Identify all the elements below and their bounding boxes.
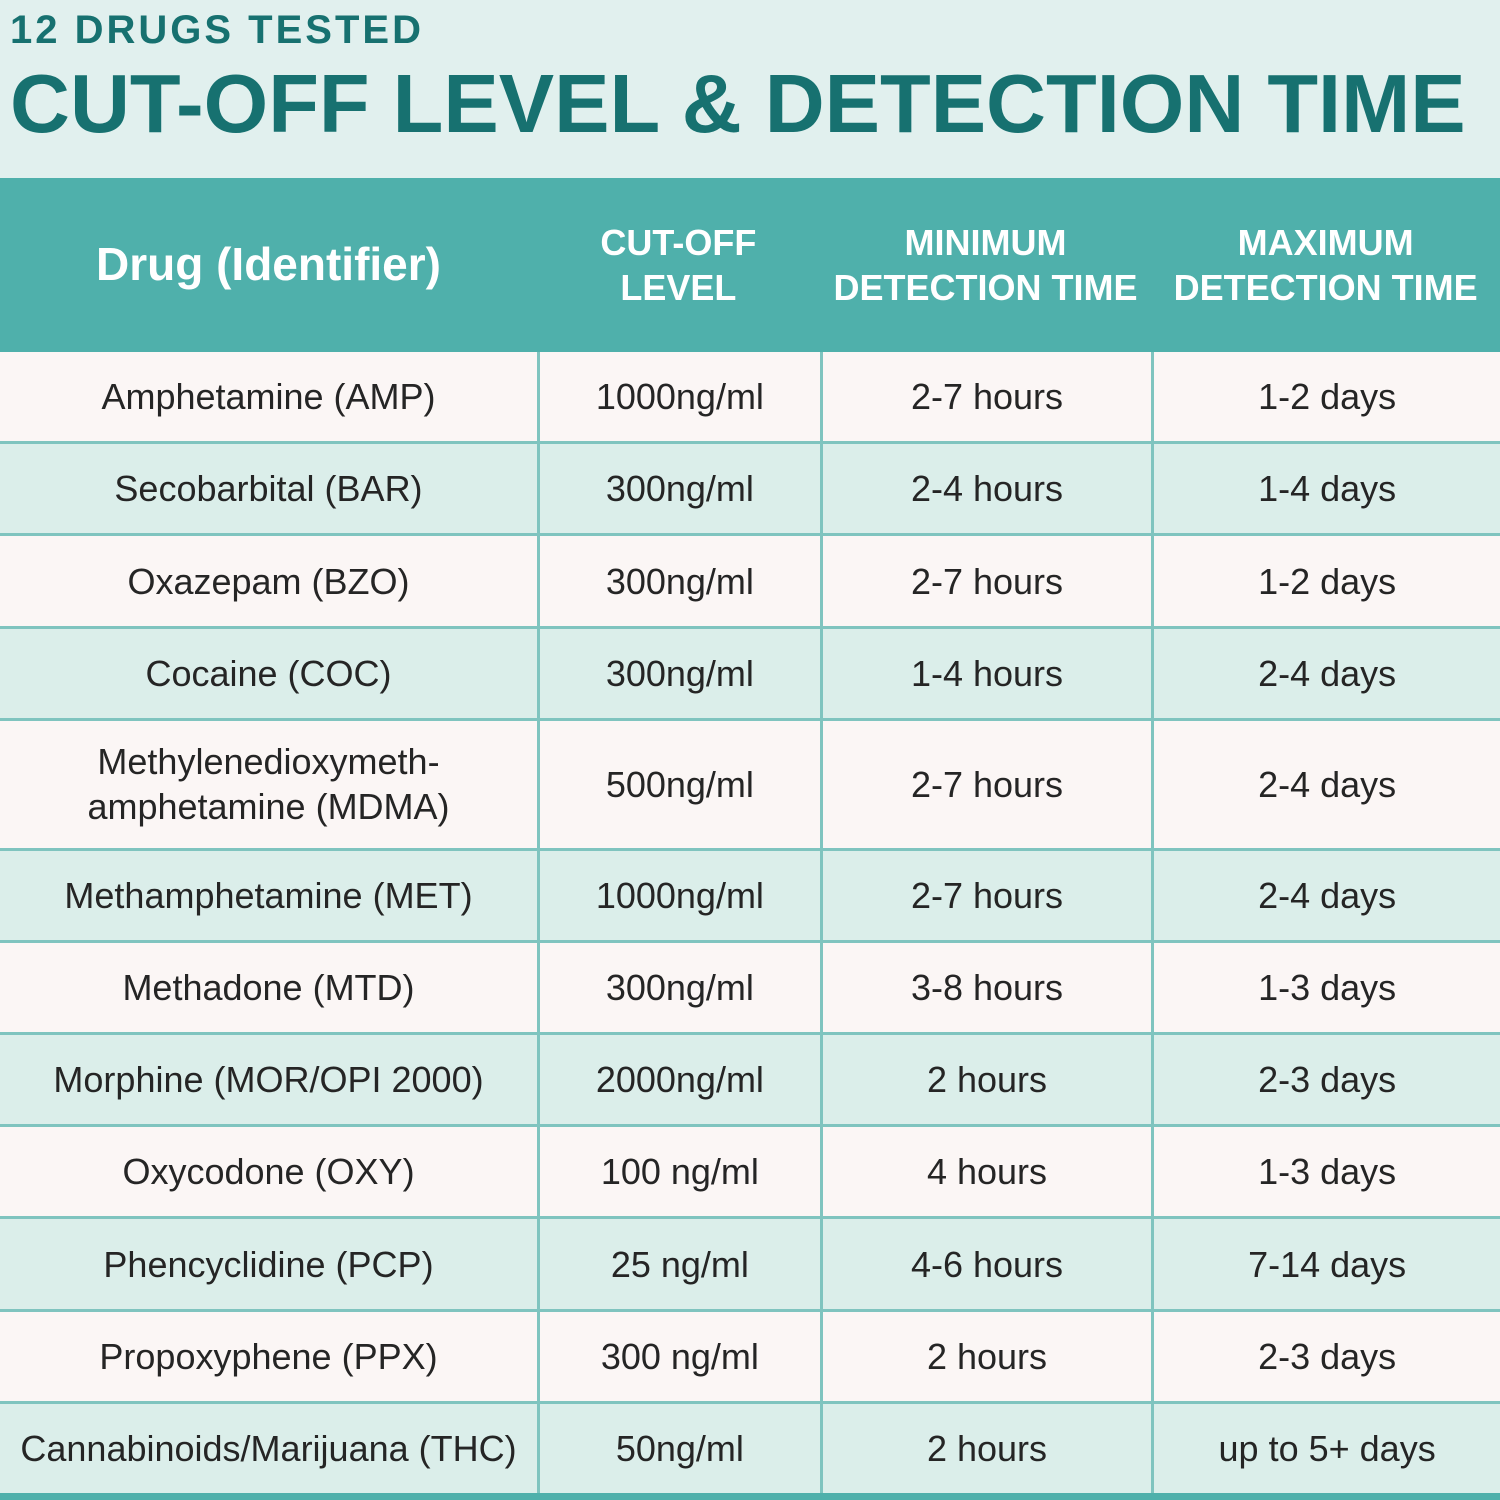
min-detection-cell: 2-4 hours — [819, 444, 1152, 534]
max-detection-cell: 1-3 days — [1151, 942, 1500, 1032]
max-detection-cell: 2-3 days — [1151, 1311, 1500, 1401]
max-detection-cell: 1-3 days — [1151, 1127, 1500, 1217]
cutoff-cell: 25 ng/ml — [537, 1219, 820, 1309]
drug-cell: Amphetamine (AMP) — [101, 376, 436, 418]
max-detection-cell: 1-4 days — [1151, 444, 1500, 534]
cutoff-cell: 300ng/ml — [537, 536, 820, 626]
table-body: Amphetamine (AMP) 1000ng/ml 2-7 hours 1-… — [0, 352, 1500, 1494]
cutoff-cell: 50ng/ml — [537, 1403, 820, 1494]
table-row-bzo: Oxazepam (BZO) 300ng/ml 2-7 hours 1-2 da… — [0, 533, 1500, 626]
cutoff-cell: 1000ng/ml — [537, 352, 820, 442]
eyebrow-text: 12 DRUGS TESTED — [10, 8, 424, 52]
min-detection-cell: 4 hours — [819, 1127, 1152, 1217]
table-row-bar: Secobarbital (BAR) 300ng/ml 2-4 hours 1-… — [0, 441, 1500, 534]
drug-cell: Secobarbital (BAR) — [114, 468, 423, 510]
drug-cell: Propoxyphene (PPX) — [99, 1335, 438, 1377]
table-header-row: Drug (Identifier) CUT-OFF LEVEL MINIMUM … — [0, 178, 1500, 352]
col-header-drug: Drug (Identifier) — [96, 238, 441, 291]
bottom-accent-bar — [0, 1493, 1500, 1500]
drug-cell: Morphine (MOR/OPI 2000) — [53, 1059, 484, 1101]
drug-cell: Oxazepam (BZO) — [127, 560, 410, 602]
min-detection-cell: 4-6 hours — [819, 1219, 1152, 1309]
table-row-oxy: Oxycodone (OXY) 100 ng/ml 4 hours 1-3 da… — [0, 1124, 1500, 1217]
cutoff-cell: 100 ng/ml — [537, 1127, 820, 1217]
min-detection-cell: 2-7 hours — [819, 720, 1152, 848]
cutoff-cell: 300 ng/ml — [537, 1311, 820, 1401]
col-header-min-detection: MINIMUM DETECTION TIME — [833, 222, 1138, 308]
max-detection-cell: 1-2 days — [1151, 536, 1500, 626]
col-header-max-detection: MAXIMUM DETECTION TIME — [1173, 222, 1478, 308]
drug-cell: Methamphetamine (MET) — [64, 874, 473, 916]
cutoff-cell: 300ng/ml — [537, 628, 820, 718]
table-row-mtd: Methadone (MTD) 300ng/ml 3-8 hours 1-3 d… — [0, 939, 1500, 1032]
min-detection-cell: 1-4 hours — [819, 628, 1152, 718]
table-row-coc: Cocaine (COC) 300ng/ml 1-4 hours 2-4 day… — [0, 625, 1500, 718]
drug-cell: Cocaine (COC) — [145, 652, 392, 694]
drug-cell: Methadone (MTD) — [122, 966, 415, 1008]
table-row-mor: Morphine (MOR/OPI 2000) 2000ng/ml 2 hour… — [0, 1031, 1500, 1125]
min-detection-cell: 2 hours — [819, 1403, 1152, 1494]
table-row-thc: Cannabinoids/Marijuana (THC) 50ng/ml 2 h… — [0, 1400, 1500, 1494]
max-detection-cell: 2-4 days — [1151, 628, 1500, 718]
min-detection-cell: 2-7 hours — [819, 850, 1152, 940]
drug-cell: Oxycodone (OXY) — [122, 1151, 415, 1193]
table-row-pcp: Phencyclidine (PCP) 25 ng/ml 4-6 hours 7… — [0, 1216, 1500, 1309]
cutoff-cell: 2000ng/ml — [537, 1034, 820, 1125]
max-detection-cell: 2-4 days — [1151, 720, 1500, 848]
min-detection-cell: 2-7 hours — [819, 536, 1152, 626]
cutoff-cell: 300ng/ml — [537, 942, 820, 1032]
cutoff-cell: 1000ng/ml — [537, 850, 820, 940]
drug-cell: Phencyclidine (PCP) — [103, 1243, 434, 1285]
table-row-met: Methamphetamine (MET) 1000ng/ml 2-7 hour… — [0, 847, 1500, 940]
max-detection-cell: 2-4 days — [1151, 850, 1500, 940]
cutoff-cell: 300ng/ml — [537, 444, 820, 534]
heading-block: 12 DRUGS TESTED CUT-OFF LEVEL & DETECTIO… — [0, 0, 1500, 178]
table-row-amp: Amphetamine (AMP) 1000ng/ml 2-7 hours 1-… — [0, 352, 1500, 442]
col-header-cutoff: CUT-OFF LEVEL — [600, 222, 757, 308]
max-detection-cell: 2-3 days — [1151, 1034, 1500, 1125]
max-detection-cell: 7-14 days — [1151, 1219, 1500, 1309]
min-detection-cell: 3-8 hours — [819, 942, 1152, 1032]
min-detection-cell: 2 hours — [819, 1034, 1152, 1125]
drug-cell: Methylenedioxymeth-amphetamine (MDMA) — [87, 741, 450, 828]
min-detection-cell: 2-7 hours — [819, 352, 1152, 442]
drug-cell: Cannabinoids/Marijuana (THC) — [20, 1427, 517, 1469]
cutoff-cell: 500ng/ml — [537, 720, 820, 848]
max-detection-cell: up to 5+ days — [1151, 1403, 1500, 1494]
page-title: CUT-OFF LEVEL & DETECTION TIME — [10, 57, 1466, 150]
max-detection-cell: 1-2 days — [1151, 352, 1500, 442]
table-row-mdma: Methylenedioxymeth-amphetamine (MDMA) 50… — [0, 717, 1500, 848]
drug-table: Drug (Identifier) CUT-OFF LEVEL MINIMUM … — [0, 178, 1500, 1500]
table-row-ppx: Propoxyphene (PPX) 300 ng/ml 2 hours 2-3… — [0, 1308, 1500, 1401]
min-detection-cell: 2 hours — [819, 1311, 1152, 1401]
